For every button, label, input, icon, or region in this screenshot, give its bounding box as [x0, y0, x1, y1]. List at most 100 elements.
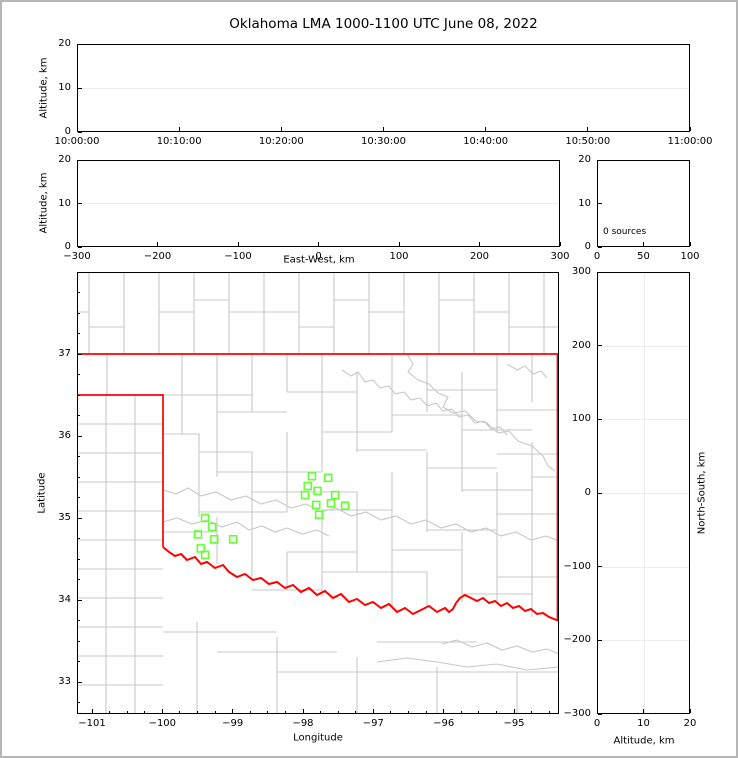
tick-mark: [559, 242, 561, 246]
tick-label: −300: [63, 251, 91, 262]
tick-label: −95: [503, 718, 525, 729]
tick-mark: [161, 709, 163, 713]
figure-title: Oklahoma LMA 1000-1100 UTC June 08, 2022: [229, 16, 538, 32]
tick-mark: [78, 246, 82, 248]
tick-mark: [78, 87, 82, 89]
tick-mark: [78, 517, 82, 519]
tick-label: 20: [58, 154, 71, 165]
lma-station-marker: [311, 500, 321, 510]
county-lines: [78, 273, 558, 713]
panel-source-histogram: [597, 160, 690, 247]
x-axis-label-longitude: Longitude: [293, 732, 343, 744]
tick-mark: [372, 709, 374, 713]
lma-station-marker: [307, 471, 317, 481]
tick-mark: [598, 159, 602, 161]
minor-tick-mark: [78, 312, 80, 314]
tick-label: 10:00:00: [54, 136, 100, 147]
minor-tick-mark: [78, 394, 80, 396]
tick-label: 10:40:00: [463, 136, 509, 147]
tick-mark: [78, 435, 82, 437]
tick-label: −101: [78, 718, 106, 729]
minor-tick-mark: [78, 415, 80, 416]
minor-tick-mark: [144, 711, 146, 713]
panel-north-south-vs-altitude: [597, 272, 690, 714]
tick-mark: [237, 242, 239, 246]
minor-tick-mark: [196, 711, 198, 713]
tick-mark: [78, 203, 82, 204]
tick-mark: [78, 43, 82, 45]
tick-mark: [598, 566, 602, 568]
lma-station-marker: [193, 530, 203, 539]
minor-tick-mark: [249, 711, 251, 713]
lma-station-marker: [340, 501, 350, 510]
tick-label: −98: [292, 718, 314, 729]
gridline: [598, 493, 689, 494]
tick-label: 20: [578, 154, 591, 165]
tick-mark: [598, 203, 602, 204]
tick-label: 10:30:00: [361, 136, 406, 147]
panel-altitude-vs-time: [77, 44, 690, 132]
minor-tick-mark: [214, 711, 216, 713]
tick-mark: [643, 242, 644, 246]
lma-station-marker: [196, 544, 206, 553]
minor-tick-mark: [495, 711, 497, 713]
panel-altitude-vs-east-west: [77, 160, 560, 247]
lma-station-marker: [209, 534, 219, 544]
tick-label: −300: [563, 708, 591, 719]
tick-mark: [76, 127, 78, 131]
state-border-red: [78, 353, 558, 621]
tick-mark: [689, 127, 691, 131]
gridline: [598, 419, 689, 420]
tick-label: 100: [389, 251, 409, 262]
tick-label: 0: [593, 251, 601, 262]
lma-station-marker: [300, 490, 310, 500]
tick-mark: [280, 127, 282, 131]
tick-label: 200: [469, 251, 490, 262]
tick-mark: [78, 159, 82, 161]
minor-tick-mark: [284, 711, 286, 713]
tick-mark: [78, 599, 82, 601]
panel-plan-view-map: [77, 272, 559, 714]
minor-tick-mark: [337, 711, 339, 713]
oklahoma-map: [78, 273, 558, 713]
gridline: [598, 567, 689, 568]
tick-mark: [479, 242, 480, 246]
tick-mark: [596, 242, 598, 246]
tick-label: −97: [362, 718, 384, 729]
tick-mark: [596, 709, 598, 713]
tick-label: 0: [64, 241, 71, 252]
y-axis-label-north-south: North-South, km: [696, 451, 708, 535]
gridline: [598, 640, 689, 641]
tick-label: 0: [64, 126, 71, 137]
tick-mark: [587, 127, 589, 131]
minor-tick-mark: [78, 661, 80, 662]
tick-mark: [76, 242, 78, 246]
minor-tick-mark: [109, 711, 111, 713]
lma-station-marker: [303, 481, 313, 491]
tick-label: 11:00:00: [667, 136, 713, 147]
tick-label: 0: [584, 241, 591, 252]
tick-label: 300: [550, 251, 570, 262]
minor-tick-mark: [355, 711, 357, 713]
minor-tick-mark: [78, 456, 80, 457]
gridline: [644, 273, 645, 713]
minor-tick-mark: [78, 620, 80, 621]
tick-label: 200: [571, 339, 591, 351]
tick-mark: [598, 418, 602, 420]
tick-label: −100: [224, 251, 252, 262]
tick-label: 34: [58, 594, 71, 605]
tick-mark: [598, 713, 602, 715]
lma-station-marker: [323, 473, 333, 483]
tick-mark: [513, 709, 515, 713]
minor-tick-mark: [78, 558, 80, 560]
tick-mark: [598, 246, 602, 248]
x-axis-label-east-west: East-West, km: [283, 254, 355, 266]
minor-tick-mark: [78, 579, 80, 580]
tick-label: −200: [143, 251, 172, 262]
tick-label: 10: [578, 197, 591, 209]
tick-label: 37: [58, 348, 71, 359]
tick-label: −100: [563, 560, 591, 572]
minor-tick-mark: [78, 538, 80, 539]
tick-label: 20: [683, 718, 697, 729]
